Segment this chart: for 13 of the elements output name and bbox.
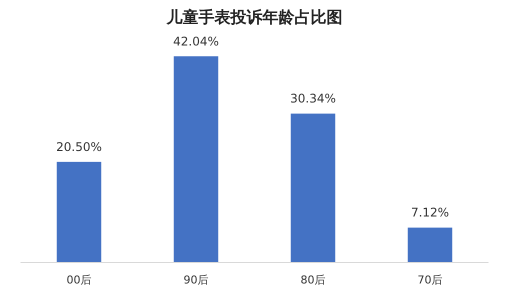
bar <box>174 56 218 262</box>
bar <box>56 162 102 262</box>
data-label: 20.50% <box>56 140 102 154</box>
x-tick-label: 70后 <box>418 274 442 286</box>
data-label: 30.34% <box>290 92 336 106</box>
x-tick-label: 90后 <box>184 274 208 286</box>
bar <box>290 114 336 262</box>
data-label: 7.12% <box>410 206 450 220</box>
x-tick-label: 80后 <box>300 274 326 286</box>
data-label: 42.04% <box>173 34 219 48</box>
chart-title: 儿童手表投诉年龄占比图 <box>166 8 342 26</box>
x-tick-label: 00后 <box>66 274 92 286</box>
bar <box>408 228 452 262</box>
